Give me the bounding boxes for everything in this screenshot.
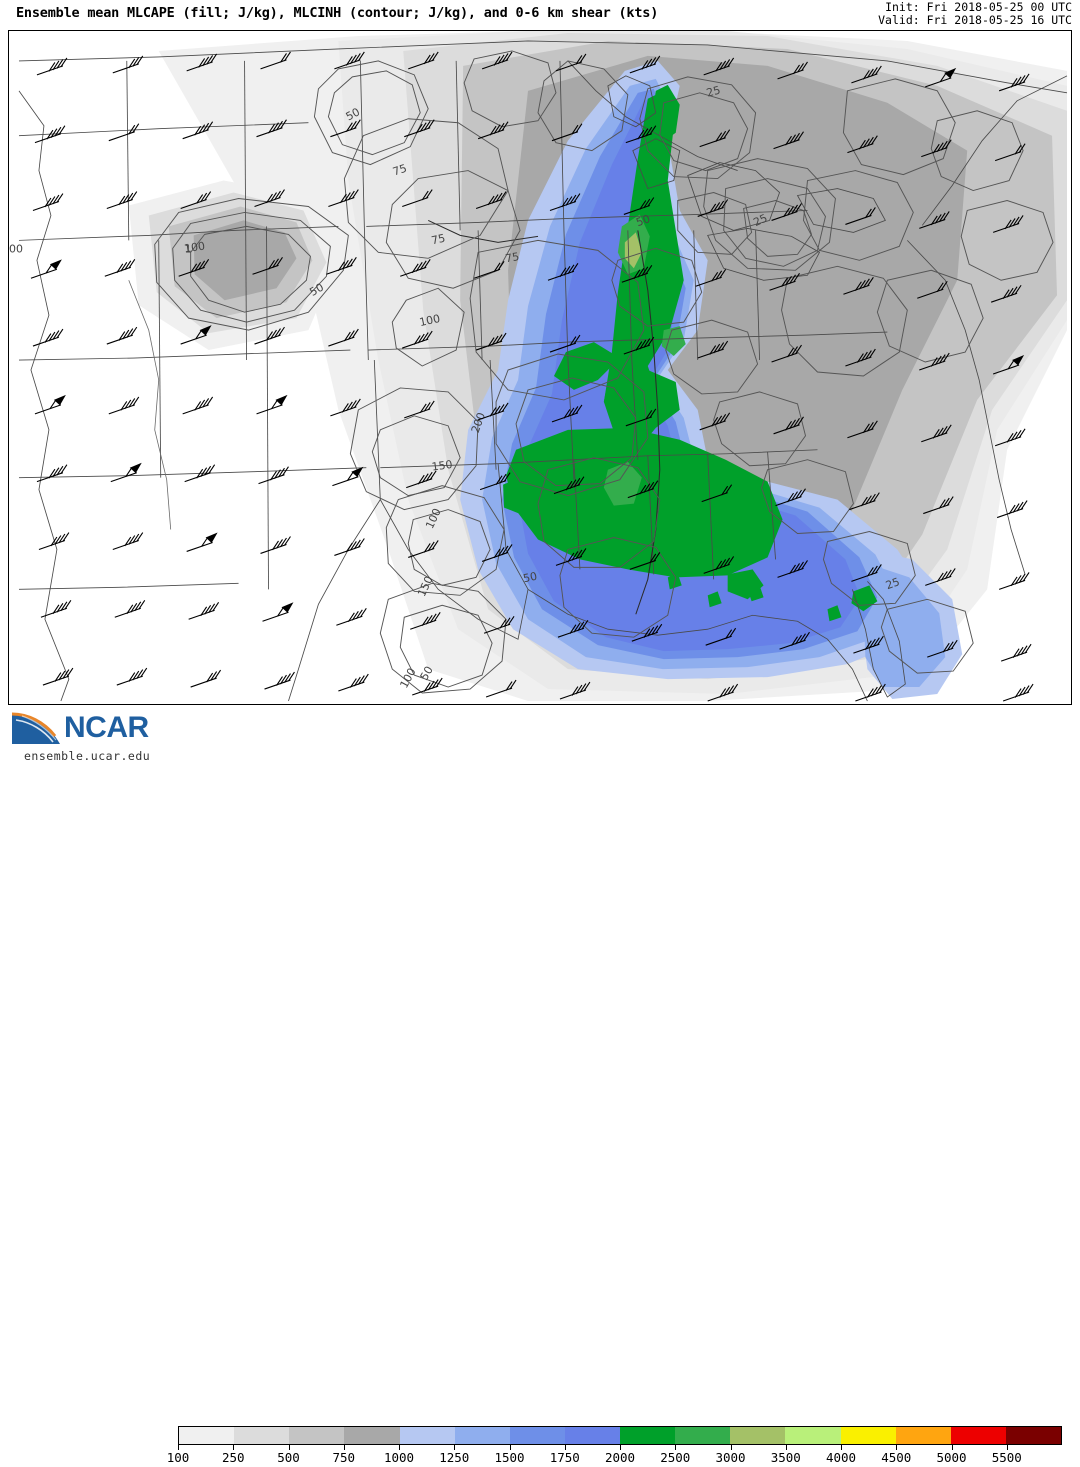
ncar-url-label: ensemble.ucar.edu: [24, 749, 151, 763]
colorbar-tick-label: 5500: [991, 1450, 1022, 1465]
svg-text:50: 50: [344, 105, 362, 123]
colorbar-tick-label: 1500: [494, 1450, 525, 1465]
forecast-time-stamps: Init: Fri 2018-05-25 00 UTC Valid: Fri 2…: [878, 1, 1072, 27]
colorbar-swatch: [399, 1427, 455, 1444]
colorbar-tick-label: 4000: [825, 1450, 857, 1465]
footer-bar: NCAR ensemble.ucar.edu 100 250 500 750 1000 1…: [0, 705, 1080, 1465]
colorbar-swatches: [178, 1426, 1062, 1445]
colorbar-swatch: [620, 1427, 676, 1444]
svg-text:150: 150: [431, 458, 454, 474]
colorbar-tick-label: 3500: [770, 1450, 801, 1465]
colorbar: 100 250 500 750 1000 1250 1500 1750 2000 2500 3000…: [167, 1423, 1062, 1467]
colorbar-swatch: [509, 1427, 565, 1444]
cape-fill-layer: [128, 31, 1068, 702]
colorbar-tick-label: 500: [277, 1450, 300, 1465]
ncar-logo[interactable]: NCAR ensemble.ucar.edu: [6, 709, 171, 764]
svg-text:25: 25: [705, 84, 722, 100]
svg-text:100: 100: [183, 240, 206, 256]
colorbar-tick-label: 1750: [549, 1450, 580, 1465]
colorbar-swatch: [675, 1427, 731, 1444]
colorbar-swatch: [454, 1427, 510, 1444]
colorbar-swatch: [950, 1427, 1006, 1444]
svg-text:100: 100: [418, 312, 441, 329]
svg-text:50: 50: [522, 570, 538, 586]
colorbar-tick-label: 100: [166, 1450, 190, 1465]
ncar-swoosh-icon: [11, 712, 60, 744]
colorbar-tick-label: 1250: [439, 1450, 470, 1465]
svg-text:75: 75: [391, 162, 408, 179]
colorbar-tick-labels: 100 250 500 750 1000 1250 1500 1750 2000 2500 3000…: [167, 1450, 1062, 1466]
colorbar-tick-label: 2500: [660, 1450, 691, 1465]
colorbar-swatch: [1005, 1427, 1061, 1444]
colorbar-swatch: [564, 1427, 620, 1444]
colorbar-tick-label: 4500: [881, 1450, 912, 1465]
page-title: Ensemble mean MLCAPE (fill; J/kg), MLCIN…: [16, 5, 659, 21]
colorbar-swatch: [234, 1427, 290, 1444]
svg-text:75: 75: [504, 250, 520, 265]
colorbar-tick-label: 3000: [715, 1450, 746, 1465]
colorbar-swatch: [344, 1427, 400, 1444]
colorbar-tick-label: 5000: [936, 1450, 967, 1465]
init-time-label: Init: Fri 2018-05-25 00 UTC: [885, 0, 1072, 14]
map-panel: 50 75 75 75 100 100 50 100 150 100 150 1…: [8, 30, 1072, 705]
colorbar-swatch: [289, 1427, 345, 1444]
colorbar-swatch: [730, 1427, 786, 1444]
svg-text:50: 50: [307, 281, 326, 299]
colorbar-tick-label: 250: [221, 1450, 245, 1465]
svg-text:75: 75: [430, 232, 446, 248]
geography-layer: [18, 40, 1068, 702]
colorbar-swatch: [785, 1427, 841, 1444]
colorbar-tick-label: 1000: [383, 1450, 415, 1465]
ncar-wordmark: NCAR: [64, 711, 149, 744]
weather-map: 50 75 75 75 100 100 50 100 150 100 150 1…: [9, 31, 1071, 704]
colorbar-swatch: [179, 1427, 235, 1444]
svg-text:25: 25: [751, 211, 769, 229]
svg-text:25: 25: [884, 575, 902, 592]
svg-text:50: 50: [634, 212, 652, 229]
colorbar-swatch: [840, 1427, 896, 1444]
header-bar: Ensemble mean MLCAPE (fill; J/kg), MLCIN…: [0, 0, 1080, 30]
cinh-contour-layer: [154, 50, 1054, 694]
colorbar-swatch: [895, 1427, 951, 1444]
svg-text:50: 50: [418, 664, 436, 683]
colorbar-tick-label: 750: [332, 1450, 356, 1465]
colorbar-tick-label: 2000: [604, 1450, 636, 1465]
valid-time-label: Valid: Fri 2018-05-25 16 UTC: [878, 13, 1072, 27]
